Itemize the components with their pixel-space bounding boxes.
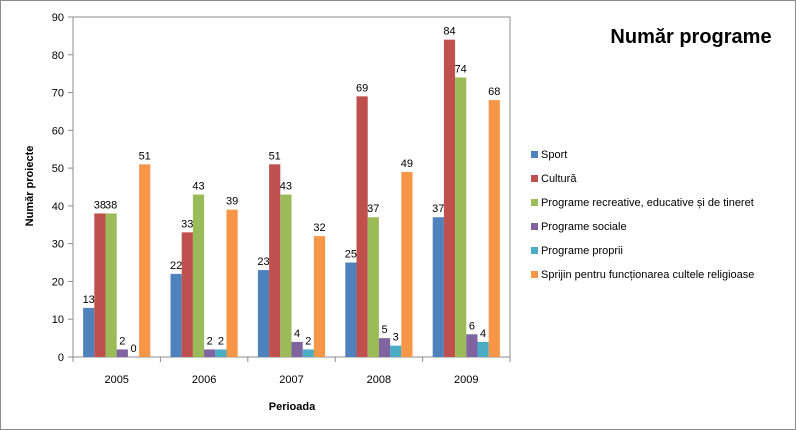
x-tick-label: 2007 (279, 374, 303, 386)
bar (466, 334, 478, 357)
legend-label: Programe sociale (541, 221, 627, 233)
bar (116, 349, 128, 357)
data-label: 23 (257, 256, 269, 268)
bar (291, 341, 303, 357)
data-label: 2 (207, 335, 213, 347)
legend-swatch (531, 199, 538, 206)
legend-swatch (531, 175, 538, 182)
y-tick-label: 90 (52, 12, 64, 24)
y-tick-label: 30 (52, 239, 64, 251)
bar (280, 194, 292, 357)
bar (345, 262, 357, 357)
data-label: 32 (313, 222, 325, 234)
x-tick-label: 2009 (454, 374, 478, 386)
data-label: 84 (443, 26, 455, 38)
bar (139, 164, 151, 357)
data-label: 2 (218, 335, 224, 347)
data-label: 37 (367, 203, 379, 215)
legend-swatch (531, 151, 538, 158)
data-label: 49 (401, 158, 413, 170)
y-tick-label: 0 (58, 352, 64, 364)
bar (204, 349, 216, 357)
data-label: 0 (130, 343, 136, 355)
legend-label: Programe recreative, educative și de tin… (541, 197, 754, 209)
x-axis-title: Perioada (269, 401, 316, 413)
data-label: 51 (269, 150, 281, 162)
y-tick-label: 10 (52, 314, 64, 326)
data-label: 2 (119, 335, 125, 347)
data-label: 68 (488, 86, 500, 98)
data-label: 69 (356, 82, 368, 94)
legend-swatch (531, 247, 538, 254)
data-label: 25 (345, 249, 357, 261)
y-tick-label: 20 (52, 276, 64, 288)
data-label: 33 (181, 218, 193, 230)
legend-swatch (531, 223, 538, 230)
bar (378, 338, 391, 357)
legend-label: Programe proprii (541, 245, 623, 257)
bar (181, 232, 193, 357)
y-tick-label: 60 (52, 125, 64, 137)
bar (302, 349, 314, 357)
y-tick-label: 70 (52, 88, 64, 100)
data-label: 38 (105, 199, 117, 211)
legend: Sport Cultură Programe recreative, educati… (531, 149, 754, 281)
bar (226, 209, 238, 357)
bar (83, 307, 95, 357)
x-tick-label: 2005 (104, 374, 128, 386)
bar (192, 194, 205, 357)
y-axis-title: Număr proiecte (24, 146, 36, 227)
data-label: 13 (83, 294, 95, 306)
data-label: 43 (192, 181, 204, 193)
bar (443, 39, 456, 358)
y-tick-label: 80 (52, 50, 64, 62)
data-label: 38 (94, 199, 106, 211)
bar (215, 349, 227, 357)
legend-label: Sprijin pentru funcționarea cultele reli… (541, 269, 754, 281)
bar (94, 213, 106, 357)
bar (432, 217, 444, 357)
data-label: 4 (294, 328, 300, 340)
y-tick-label: 40 (52, 201, 64, 213)
bar (488, 100, 500, 357)
bar (105, 213, 117, 357)
bar (257, 270, 270, 357)
bar (356, 96, 368, 357)
data-label: 22 (170, 260, 182, 272)
bar (477, 341, 489, 357)
legend-swatch (531, 271, 538, 278)
bar (455, 77, 467, 357)
data-label: 5 (381, 324, 387, 336)
legend-label: Sport (541, 149, 567, 161)
bar (367, 217, 379, 357)
data-label: 4 (480, 328, 486, 340)
data-label: 6 (469, 320, 475, 332)
plot-area: 0102030405060708090200513383820512006223… (52, 12, 511, 386)
bar (269, 164, 281, 357)
x-tick-label: 2008 (367, 374, 391, 386)
data-label: 43 (280, 181, 292, 193)
bar (170, 273, 182, 357)
x-tick-label: 2006 (192, 374, 216, 386)
y-tick-label: 50 (52, 163, 64, 175)
data-label: 74 (455, 63, 467, 75)
legend-label: Cultură (541, 173, 577, 185)
bar (390, 345, 402, 357)
data-label: 37 (432, 203, 444, 215)
bar (401, 171, 413, 357)
data-label: 2 (305, 335, 311, 347)
data-label: 39 (226, 196, 238, 208)
data-label: 51 (139, 150, 151, 162)
data-label: 3 (393, 332, 399, 344)
bar (313, 236, 326, 357)
chart-title: Număr programe (610, 26, 771, 48)
